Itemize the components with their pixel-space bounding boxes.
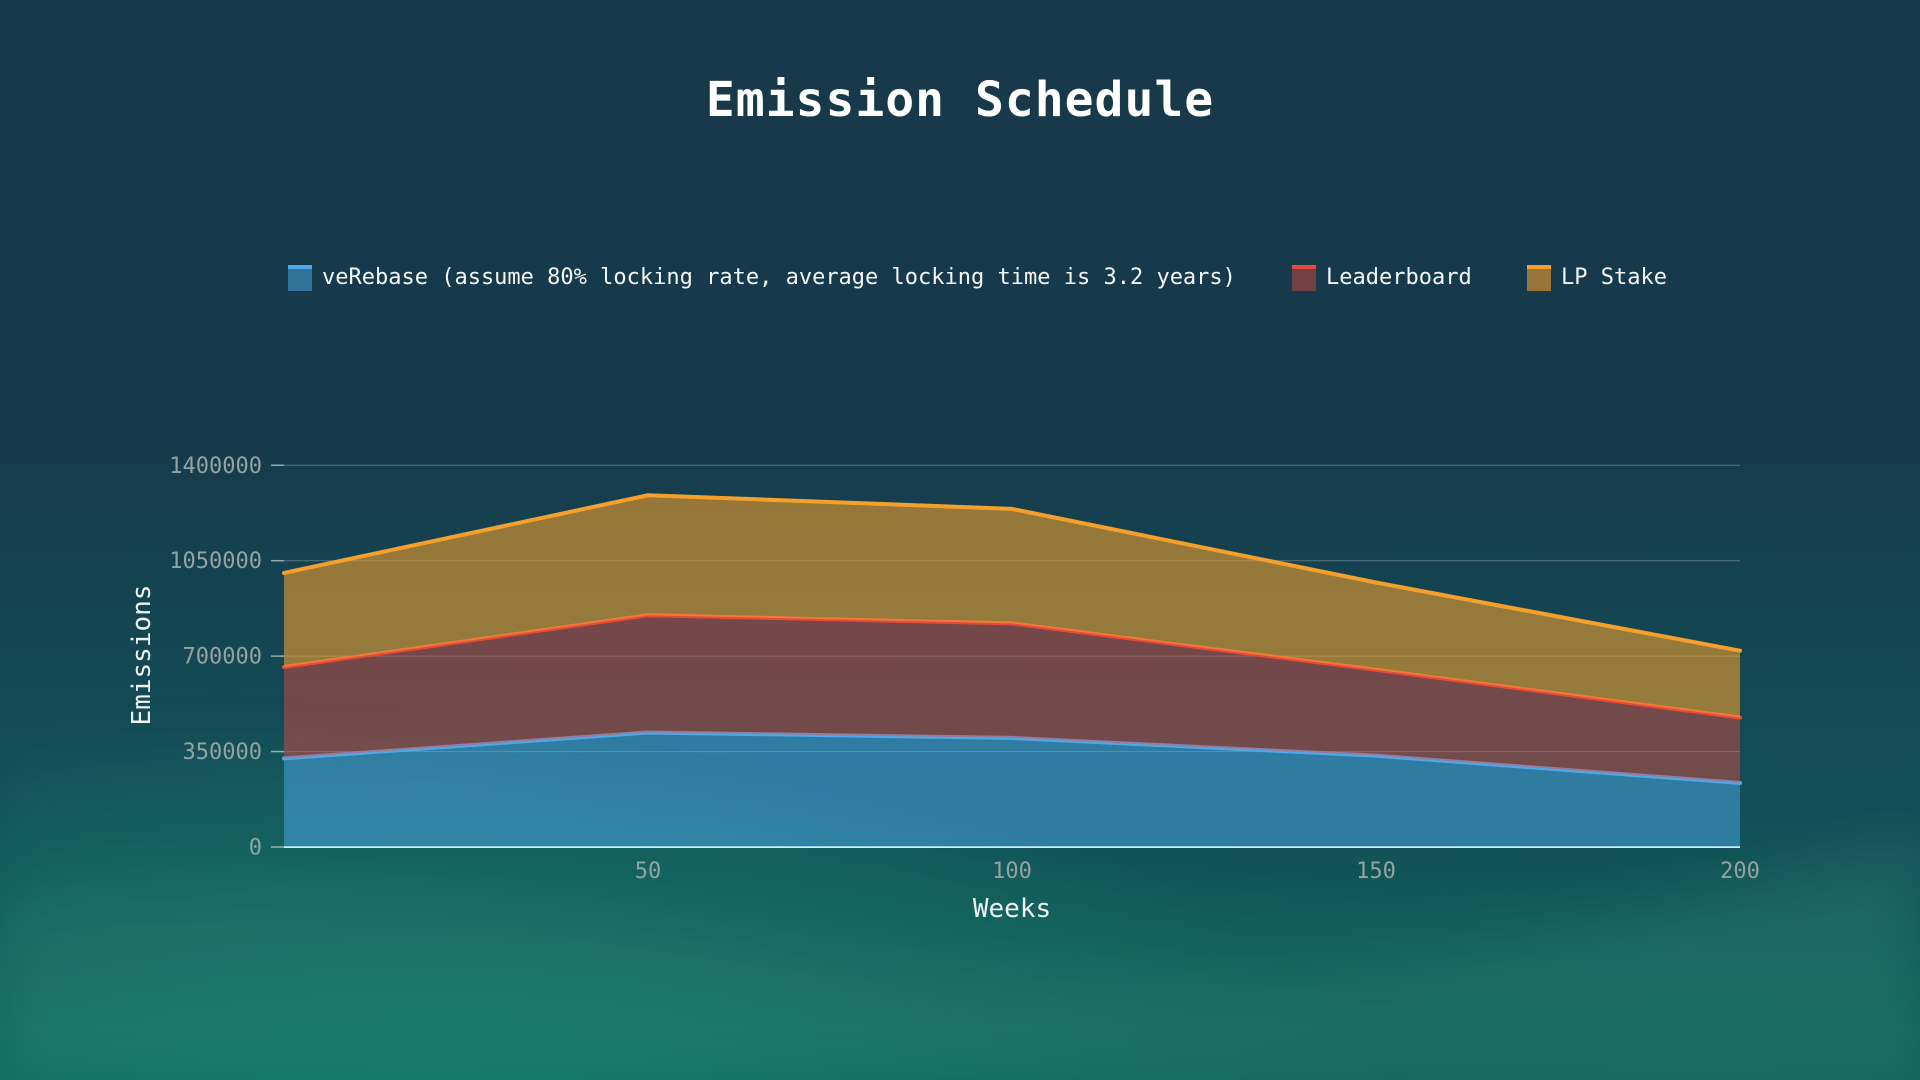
legend: veRebase (assume 80% locking rate, avera… xyxy=(0,265,1920,299)
y-tick-label: 1400000 xyxy=(169,454,262,479)
line-lp-stake xyxy=(282,493,1742,653)
x-tick-label: 200 xyxy=(1720,859,1760,884)
x-tick-label: 150 xyxy=(1356,859,1396,884)
y-tick-label: 350000 xyxy=(183,740,262,765)
legend-swatch-lp-stake xyxy=(1527,265,1551,291)
y-axis-title: Emissions xyxy=(127,584,157,726)
legend-swatch-leaderboard xyxy=(1292,265,1316,291)
legend-item-label: LP Stake xyxy=(1561,265,1667,290)
legend-item-leaderboard[interactable]: Leaderboard xyxy=(1292,265,1472,291)
page-title: Emission Schedule xyxy=(705,72,1215,128)
legend-item-verebase[interactable]: veRebase (assume 80% locking rate, avera… xyxy=(288,265,1236,291)
x-axis-title: Weeks xyxy=(972,894,1052,924)
area-lp-stake xyxy=(284,495,1740,718)
legend-item-label: veRebase (assume 80% locking rate, avera… xyxy=(322,265,1236,290)
x-tick-label: 50 xyxy=(635,859,662,884)
legend-item-lp-stake[interactable]: LP Stake xyxy=(1527,265,1667,291)
area-verebase xyxy=(284,732,1740,847)
legend-swatch-verebase xyxy=(288,265,312,291)
legend-item-label: Leaderboard xyxy=(1326,265,1472,290)
background-wave-shape xyxy=(0,830,1920,1080)
y-tick-label: 700000 xyxy=(183,645,262,670)
area-leaderboard xyxy=(284,615,1740,783)
y-tick-label: 1050000 xyxy=(169,549,262,574)
y-tick-label: 0 xyxy=(249,836,262,861)
line-verebase xyxy=(282,730,1742,785)
x-tick-label: 100 xyxy=(992,859,1032,884)
